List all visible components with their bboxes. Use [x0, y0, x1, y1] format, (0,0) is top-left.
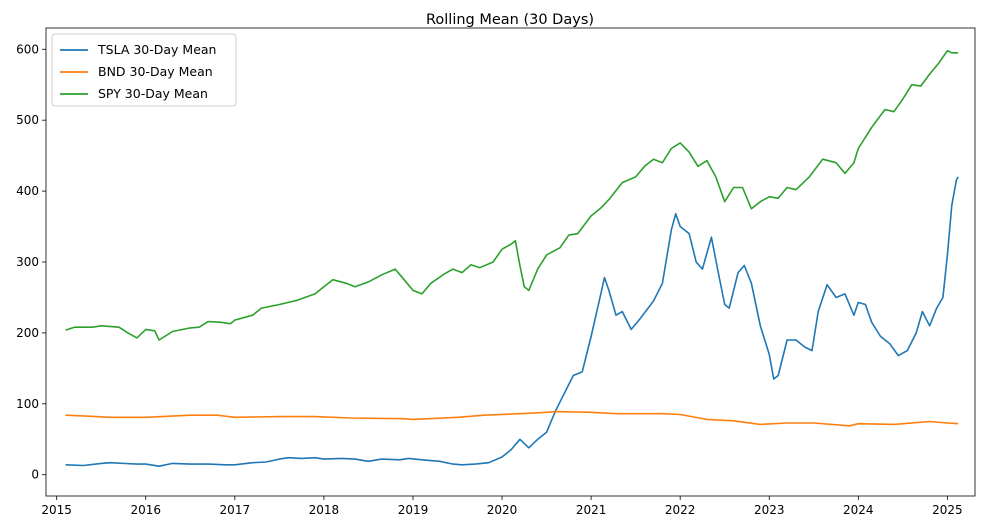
legend-box [51, 33, 237, 107]
x-tick-label: 2019 [398, 503, 429, 517]
y-tick-label: 600 [16, 42, 39, 56]
chart-title: Rolling Mean (30 Days) [426, 12, 594, 28]
x-tick-label: 2021 [576, 503, 607, 517]
series-layer [65, 49, 959, 467]
legend: TSLA 30-Day Mean BND 30-Day Mean SPY 30-Da… [51, 33, 237, 107]
y-tick-label: 400 [16, 184, 39, 198]
y-tick-label: 0 [31, 468, 39, 482]
x-tick-label: 2025 [932, 503, 963, 517]
x-tick-label: 2024 [843, 503, 874, 517]
series-line-2 [65, 49, 959, 341]
y-axis: 0 100 200 300 400 500 600 [16, 42, 46, 482]
x-tick-label: 2018 [309, 503, 340, 517]
series-line-0 [65, 176, 959, 467]
series-line-1 [65, 410, 959, 427]
x-tick-label: 2017 [220, 503, 251, 517]
y-tick-label: 200 [16, 326, 39, 340]
x-axis: 2015 2016 2017 2018 2019 2020 2021 2022 2023 2024… [41, 496, 963, 517]
y-tick-label: 500 [16, 113, 39, 127]
legend-label-2: SPY 30-Day Mean [98, 86, 208, 101]
y-tick-label: 300 [16, 255, 39, 269]
x-tick-label: 2022 [665, 503, 696, 517]
x-tick-label: 2020 [487, 503, 518, 517]
x-tick-label: 2016 [130, 503, 161, 517]
x-tick-label: 2023 [754, 503, 785, 517]
legend-label-0: TSLA 30-Day Mean [97, 42, 216, 57]
y-tick-label: 100 [16, 397, 39, 411]
x-tick-label: 2015 [41, 503, 72, 517]
legend-label-1: BND 30-Day Mean [98, 64, 213, 79]
